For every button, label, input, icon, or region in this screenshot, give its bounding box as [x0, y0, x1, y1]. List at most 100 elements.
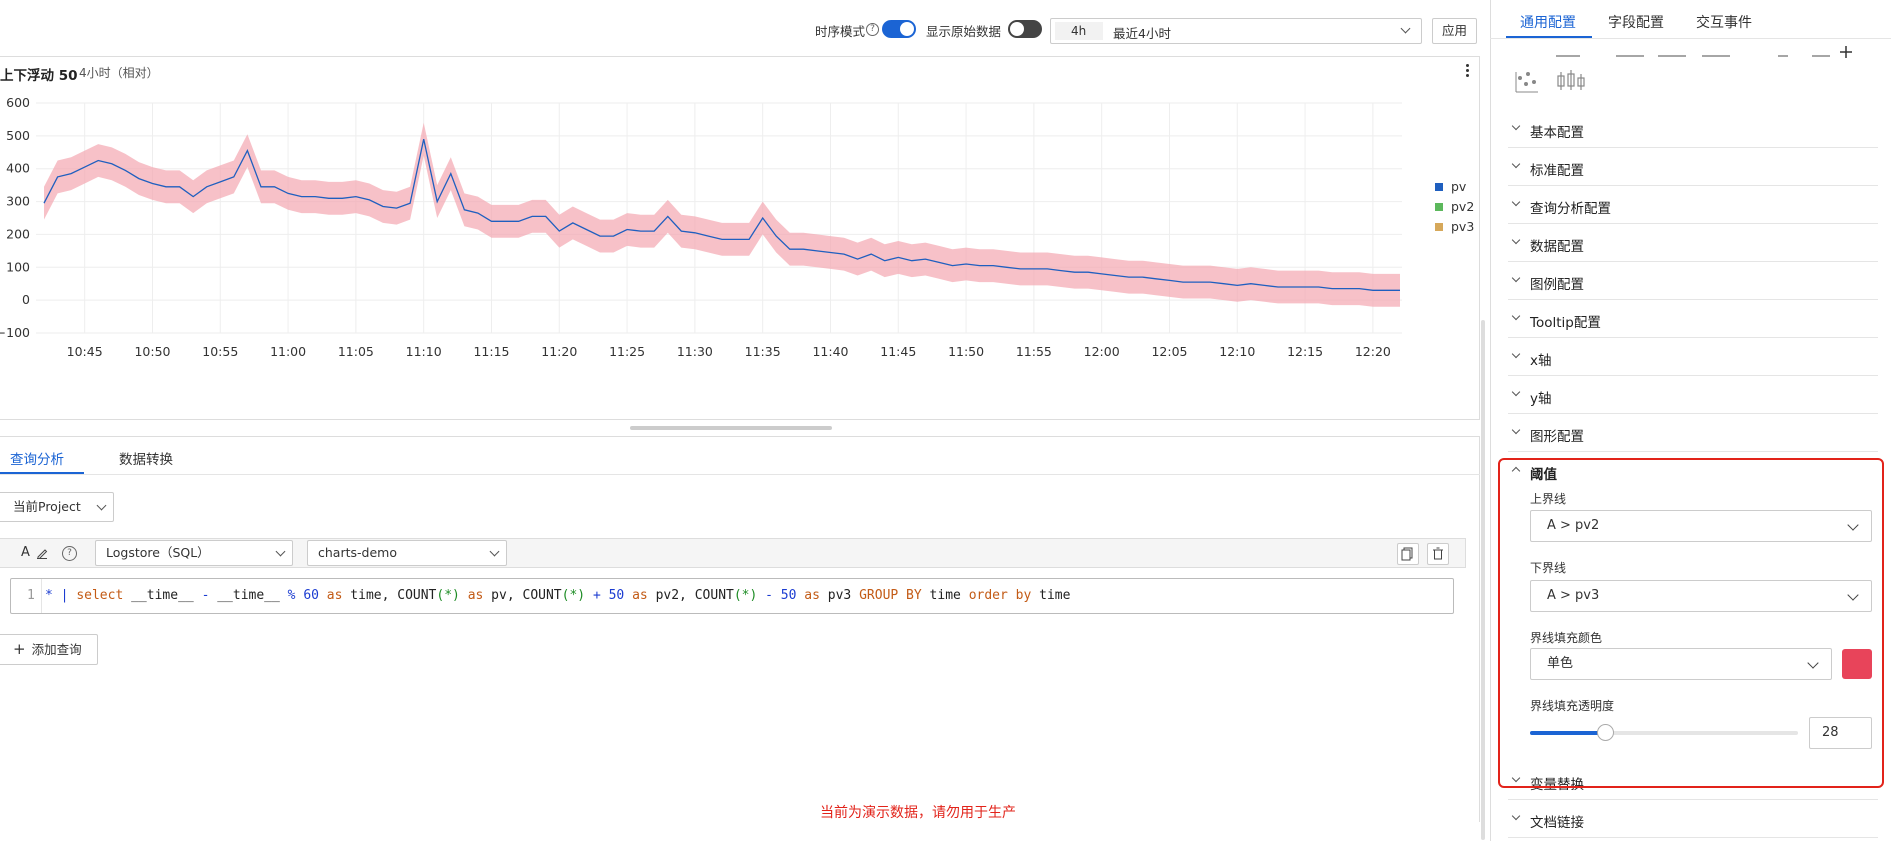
- x-tick-label: 12:20: [1355, 344, 1391, 359]
- add-query-label: 添加查询: [31, 642, 82, 657]
- query-editor-bar: A ? Logstore（SQL） charts-demo: [0, 538, 1466, 568]
- upper-bound-select[interactable]: A > pv2: [1530, 510, 1872, 542]
- config-section-8[interactable]: 图形配置: [1508, 414, 1878, 452]
- show-raw-data-label: 显示原始数据: [926, 24, 1002, 39]
- config-section-4[interactable]: 图例配置: [1508, 262, 1878, 300]
- logstore-name-select[interactable]: charts-demo: [307, 540, 507, 566]
- fill-opacity-input[interactable]: 28: [1809, 717, 1872, 749]
- x-tick-label: 11:50: [948, 344, 984, 359]
- chevron-down-icon: [1511, 349, 1521, 359]
- fill-color-swatch[interactable]: [1842, 649, 1872, 679]
- threshold-band: [44, 122, 1400, 307]
- horizontal-resize-handle[interactable]: [630, 426, 832, 430]
- timeseries-mode-toggle[interactable]: [882, 20, 916, 38]
- config-section-label: 阈值: [1530, 467, 1557, 483]
- x-tick-label: 11:35: [745, 344, 781, 359]
- show-raw-data-toggle[interactable]: [1008, 20, 1042, 38]
- x-tick-label: 11:15: [473, 344, 509, 359]
- config-section-9[interactable]: 阈值: [1508, 452, 1878, 490]
- project-select[interactable]: 当前Project: [0, 492, 114, 522]
- chevron-down-icon: [489, 546, 500, 557]
- chevron-down-icon: [1511, 159, 1521, 169]
- tab-data-transform[interactable]: 数据转换: [119, 452, 173, 468]
- more-menu-icon[interactable]: [1462, 62, 1472, 80]
- x-tick-label: 11:45: [880, 344, 916, 359]
- config-section-0[interactable]: 基本配置: [1508, 110, 1878, 148]
- timeseries-mode-label: 时序模式: [815, 24, 866, 39]
- legend-swatch-pv3: [1435, 223, 1443, 231]
- config-section-3[interactable]: 数据配置: [1508, 224, 1878, 262]
- tab-divider: [0, 474, 1480, 475]
- scatter-chart-icon: [1515, 72, 1538, 93]
- query-panel: [0, 436, 1480, 822]
- help-icon[interactable]: ?: [62, 546, 77, 561]
- config-section-label: Tooltip配置: [1530, 315, 1601, 331]
- help-icon[interactable]: ?: [866, 23, 879, 36]
- config-section-label: 文档链接: [1530, 815, 1584, 831]
- tab-query-analysis[interactable]: 查询分析: [10, 452, 64, 468]
- fill-color-label: 界线填充颜色: [1530, 631, 1603, 645]
- add-query-button[interactable]: + 添加查询: [0, 634, 98, 665]
- plus-icon: +: [13, 640, 26, 658]
- config-panel: [1490, 0, 1891, 841]
- config-section-11[interactable]: 文档链接: [1508, 800, 1878, 838]
- boxplot-chart-icon: [1557, 70, 1585, 90]
- chevron-down-icon: [1511, 425, 1521, 435]
- config-section-label: 标准配置: [1530, 163, 1584, 179]
- config-section-1[interactable]: 标准配置: [1508, 148, 1878, 186]
- chevron-down-icon: [1511, 121, 1521, 131]
- legend-swatch-pv2: [1435, 203, 1443, 211]
- config-section-7[interactable]: y轴: [1508, 376, 1878, 414]
- time-range-text: 最近4小时: [1113, 26, 1171, 41]
- lower-bound-value: A > pv3: [1547, 588, 1600, 603]
- top-toolbar: 时序模式 ? 显示原始数据 4h 最近4小时 应用: [0, 0, 1480, 58]
- config-section-label: 数据配置: [1530, 239, 1584, 255]
- config-section-6[interactable]: x轴: [1508, 338, 1878, 376]
- y-tick-label: 200: [6, 226, 30, 241]
- chevron-down-icon: [1511, 811, 1521, 821]
- logstore-name-value: charts-demo: [318, 545, 397, 560]
- x-tick-label: 12:15: [1287, 344, 1323, 359]
- tab-interaction-events[interactable]: 交互事件: [1696, 15, 1752, 31]
- y-tick-label: 500: [6, 128, 30, 143]
- tab-divider: [1490, 38, 1891, 39]
- y-tick-label: 400: [6, 161, 30, 176]
- config-section-label: 变量替换: [1530, 777, 1584, 793]
- x-tick-label: 12:05: [1151, 344, 1187, 359]
- chevron-down-icon: [1511, 273, 1521, 283]
- project-select-value: 当前Project: [13, 499, 81, 514]
- y-tick-label: 0: [22, 292, 30, 307]
- chevron-down-icon: [1511, 387, 1521, 397]
- y-tick-label: −100: [0, 325, 30, 340]
- fill-opacity-slider-thumb[interactable]: [1597, 724, 1615, 741]
- threshold-highlight-box: [1498, 458, 1884, 788]
- config-section-label: x轴: [1530, 353, 1552, 369]
- chevron-down-icon: [96, 500, 107, 511]
- x-tick-label: 11:30: [677, 344, 713, 359]
- x-tick-label: 10:45: [67, 344, 103, 359]
- add-chart-type-icon: [1840, 46, 1852, 58]
- edit-icon[interactable]: [36, 547, 48, 559]
- trash-icon: [1433, 547, 1443, 560]
- query-code-editor[interactable]: 1 * | select __time__ - __time__ % 60 as…: [10, 578, 1454, 614]
- vertical-scrollbar[interactable]: [1481, 320, 1485, 840]
- upper-bound-label: 上界线: [1530, 492, 1567, 506]
- fill-color-mode-value: 单色: [1547, 656, 1574, 671]
- active-tab-indicator: [1506, 36, 1592, 38]
- tab-general-config[interactable]: 通用配置: [1520, 15, 1576, 31]
- tab-field-config[interactable]: 字段配置: [1608, 15, 1664, 31]
- logstore-type-select[interactable]: Logstore（SQL）: [95, 540, 293, 566]
- fill-opacity-slider-track[interactable]: [1530, 731, 1798, 735]
- delete-button[interactable]: [1427, 543, 1449, 565]
- fill-color-mode-select[interactable]: 单色: [1530, 648, 1832, 680]
- x-tick-label: 11:25: [609, 344, 645, 359]
- lower-bound-select[interactable]: A > pv3: [1530, 580, 1872, 612]
- config-section-2[interactable]: 查询分析配置: [1508, 186, 1878, 224]
- config-section-10[interactable]: 变量替换: [1508, 762, 1878, 800]
- time-short-badge: 4h: [1055, 22, 1103, 40]
- copy-button[interactable]: [1397, 543, 1419, 565]
- time-range-select[interactable]: 4h 最近4小时: [1050, 18, 1422, 44]
- config-section-5[interactable]: Tooltip配置: [1508, 300, 1878, 338]
- apply-button[interactable]: 应用: [1432, 18, 1477, 44]
- editor-label: A: [21, 545, 30, 560]
